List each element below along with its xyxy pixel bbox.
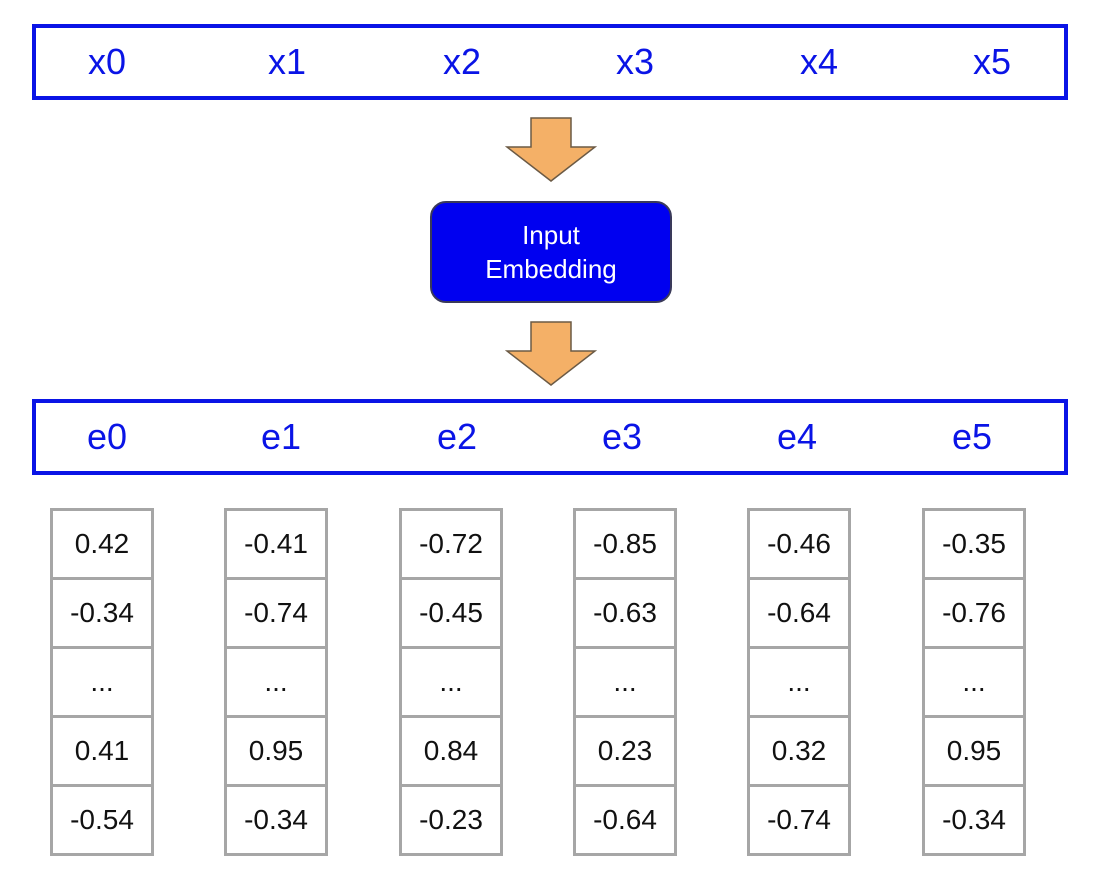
embedding-vector-e1: -0.41 -0.74 ... 0.95 -0.34 xyxy=(224,508,328,856)
input-token: x4 xyxy=(799,41,839,82)
vector-cell: ... xyxy=(53,649,151,718)
vector-cell: 0.95 xyxy=(925,718,1023,787)
vector-cell: -0.34 xyxy=(53,580,151,649)
down-arrow-icon xyxy=(505,321,597,386)
input-token: x2 xyxy=(442,41,482,82)
vector-cell: ... xyxy=(576,649,674,718)
vector-cell: -0.54 xyxy=(70,804,134,835)
vector-cell: 0.42 xyxy=(53,511,151,580)
vector-cell: 0.41 xyxy=(53,718,151,787)
vector-cell: ... xyxy=(750,649,848,718)
vector-cell: ... xyxy=(227,649,325,718)
vector-cell: -0.34 xyxy=(244,804,308,835)
vector-cell: ... xyxy=(925,649,1023,718)
vector-cell: -0.45 xyxy=(402,580,500,649)
embedding-label-line1: Input xyxy=(522,220,580,250)
input-token: x3 xyxy=(615,41,655,82)
vector-cell: 0.23 xyxy=(576,718,674,787)
vector-cell: -0.34 xyxy=(942,804,1006,835)
embedding-token: e4 xyxy=(776,416,818,457)
vector-cell: -0.46 xyxy=(750,511,848,580)
vector-cell: -0.41 xyxy=(227,511,325,580)
input-embedding-block: Input Embedding xyxy=(430,201,672,303)
embedding-token: e3 xyxy=(601,416,643,457)
vector-cell: -0.35 xyxy=(925,511,1023,580)
embedding-vector-e3: -0.85 -0.63 ... 0.23 -0.64 xyxy=(573,508,677,856)
vector-cell: -0.85 xyxy=(576,511,674,580)
embedding-token: e2 xyxy=(436,416,478,457)
embedding-label-line2: Embedding xyxy=(485,254,617,284)
vector-cell: 0.84 xyxy=(402,718,500,787)
vector-cell: -0.23 xyxy=(419,804,483,835)
vector-cell: 0.95 xyxy=(227,718,325,787)
vector-cell: 0.32 xyxy=(750,718,848,787)
vector-cell: -0.76 xyxy=(925,580,1023,649)
vector-cell: -0.64 xyxy=(750,580,848,649)
input-token: x5 xyxy=(972,41,1012,82)
vector-cell: ... xyxy=(402,649,500,718)
vector-cell: -0.72 xyxy=(402,511,500,580)
embedding-token: e0 xyxy=(86,416,128,457)
embedding-vector-e4: -0.46 -0.64 ... 0.32 -0.74 xyxy=(747,508,851,856)
input-token: x0 xyxy=(87,41,127,82)
down-arrow-icon xyxy=(505,117,597,182)
embedding-token: e5 xyxy=(951,416,993,457)
embedding-vector-e2: -0.72 -0.45 ... 0.84 -0.23 xyxy=(399,508,503,856)
embedding-vector-e5: -0.35 -0.76 ... 0.95 -0.34 xyxy=(922,508,1026,856)
vector-cell: -0.74 xyxy=(227,580,325,649)
embedding-token: e1 xyxy=(260,416,302,457)
embedding-vector-e0: 0.42 -0.34 ... 0.41 -0.54 xyxy=(50,508,154,856)
input-token-bar: x0 x1 x2 x3 x4 x5 xyxy=(32,24,1068,100)
vector-cell: -0.64 xyxy=(593,804,657,835)
input-token: x1 xyxy=(267,41,307,82)
vector-cell: -0.74 xyxy=(767,804,831,835)
embedding-token-bar: e0 e1 e2 e3 e4 e5 xyxy=(32,399,1068,475)
vector-cell: -0.63 xyxy=(576,580,674,649)
